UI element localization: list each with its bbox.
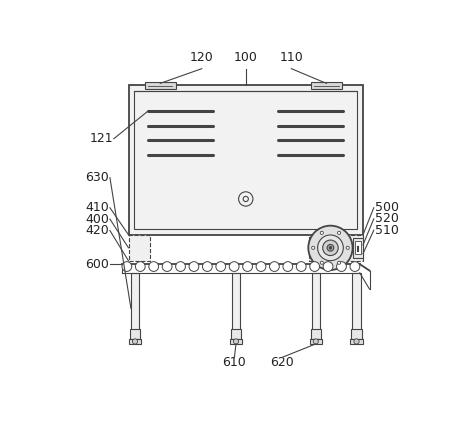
Circle shape <box>133 339 138 344</box>
Bar <box>128 235 149 261</box>
Text: 500: 500 <box>375 201 399 214</box>
Circle shape <box>308 225 352 270</box>
Text: 520: 520 <box>375 212 399 225</box>
Circle shape <box>243 262 252 272</box>
Bar <box>312 273 320 332</box>
Bar <box>310 339 322 344</box>
Bar <box>232 273 240 332</box>
Circle shape <box>310 262 320 272</box>
Bar <box>311 82 342 89</box>
Bar <box>145 82 176 89</box>
Circle shape <box>256 262 266 272</box>
Bar <box>311 329 321 339</box>
Text: 121: 121 <box>90 132 113 145</box>
Bar <box>134 91 357 229</box>
Text: 110: 110 <box>280 52 303 64</box>
Circle shape <box>337 261 341 264</box>
Text: 600: 600 <box>85 258 109 271</box>
Circle shape <box>312 246 315 250</box>
Circle shape <box>162 262 172 272</box>
Bar <box>230 339 242 344</box>
Circle shape <box>269 262 279 272</box>
Bar <box>350 339 363 344</box>
Circle shape <box>149 262 158 272</box>
Circle shape <box>229 262 239 272</box>
Circle shape <box>320 231 323 234</box>
Bar <box>128 85 363 235</box>
Circle shape <box>327 244 334 251</box>
Bar <box>131 273 139 332</box>
Circle shape <box>337 231 341 234</box>
Text: 120: 120 <box>190 52 214 64</box>
Text: 100: 100 <box>234 52 258 64</box>
Circle shape <box>354 339 359 344</box>
Circle shape <box>323 262 333 272</box>
Circle shape <box>320 261 323 264</box>
Bar <box>355 241 361 254</box>
Circle shape <box>313 339 318 344</box>
Circle shape <box>323 240 338 255</box>
Bar <box>231 329 241 339</box>
Circle shape <box>337 262 346 272</box>
Circle shape <box>135 262 145 272</box>
Text: 410: 410 <box>85 201 109 214</box>
Circle shape <box>297 262 306 272</box>
Bar <box>309 235 363 261</box>
Circle shape <box>176 262 185 272</box>
Circle shape <box>350 262 360 272</box>
Circle shape <box>189 262 199 272</box>
Circle shape <box>283 262 293 272</box>
Text: 420: 420 <box>85 224 109 237</box>
Text: 630: 630 <box>85 171 109 184</box>
Circle shape <box>203 262 212 272</box>
Circle shape <box>216 262 226 272</box>
Text: 610: 610 <box>222 356 246 369</box>
Bar <box>130 329 140 339</box>
Bar <box>353 238 363 258</box>
Circle shape <box>122 262 132 272</box>
Circle shape <box>329 247 332 249</box>
Circle shape <box>234 339 239 344</box>
Bar <box>129 339 141 344</box>
Text: 620: 620 <box>270 356 293 369</box>
Text: 400: 400 <box>85 213 109 225</box>
Text: 510: 510 <box>375 224 399 237</box>
Circle shape <box>318 235 343 261</box>
Circle shape <box>346 246 349 250</box>
Bar <box>352 329 361 339</box>
Bar <box>352 273 360 332</box>
